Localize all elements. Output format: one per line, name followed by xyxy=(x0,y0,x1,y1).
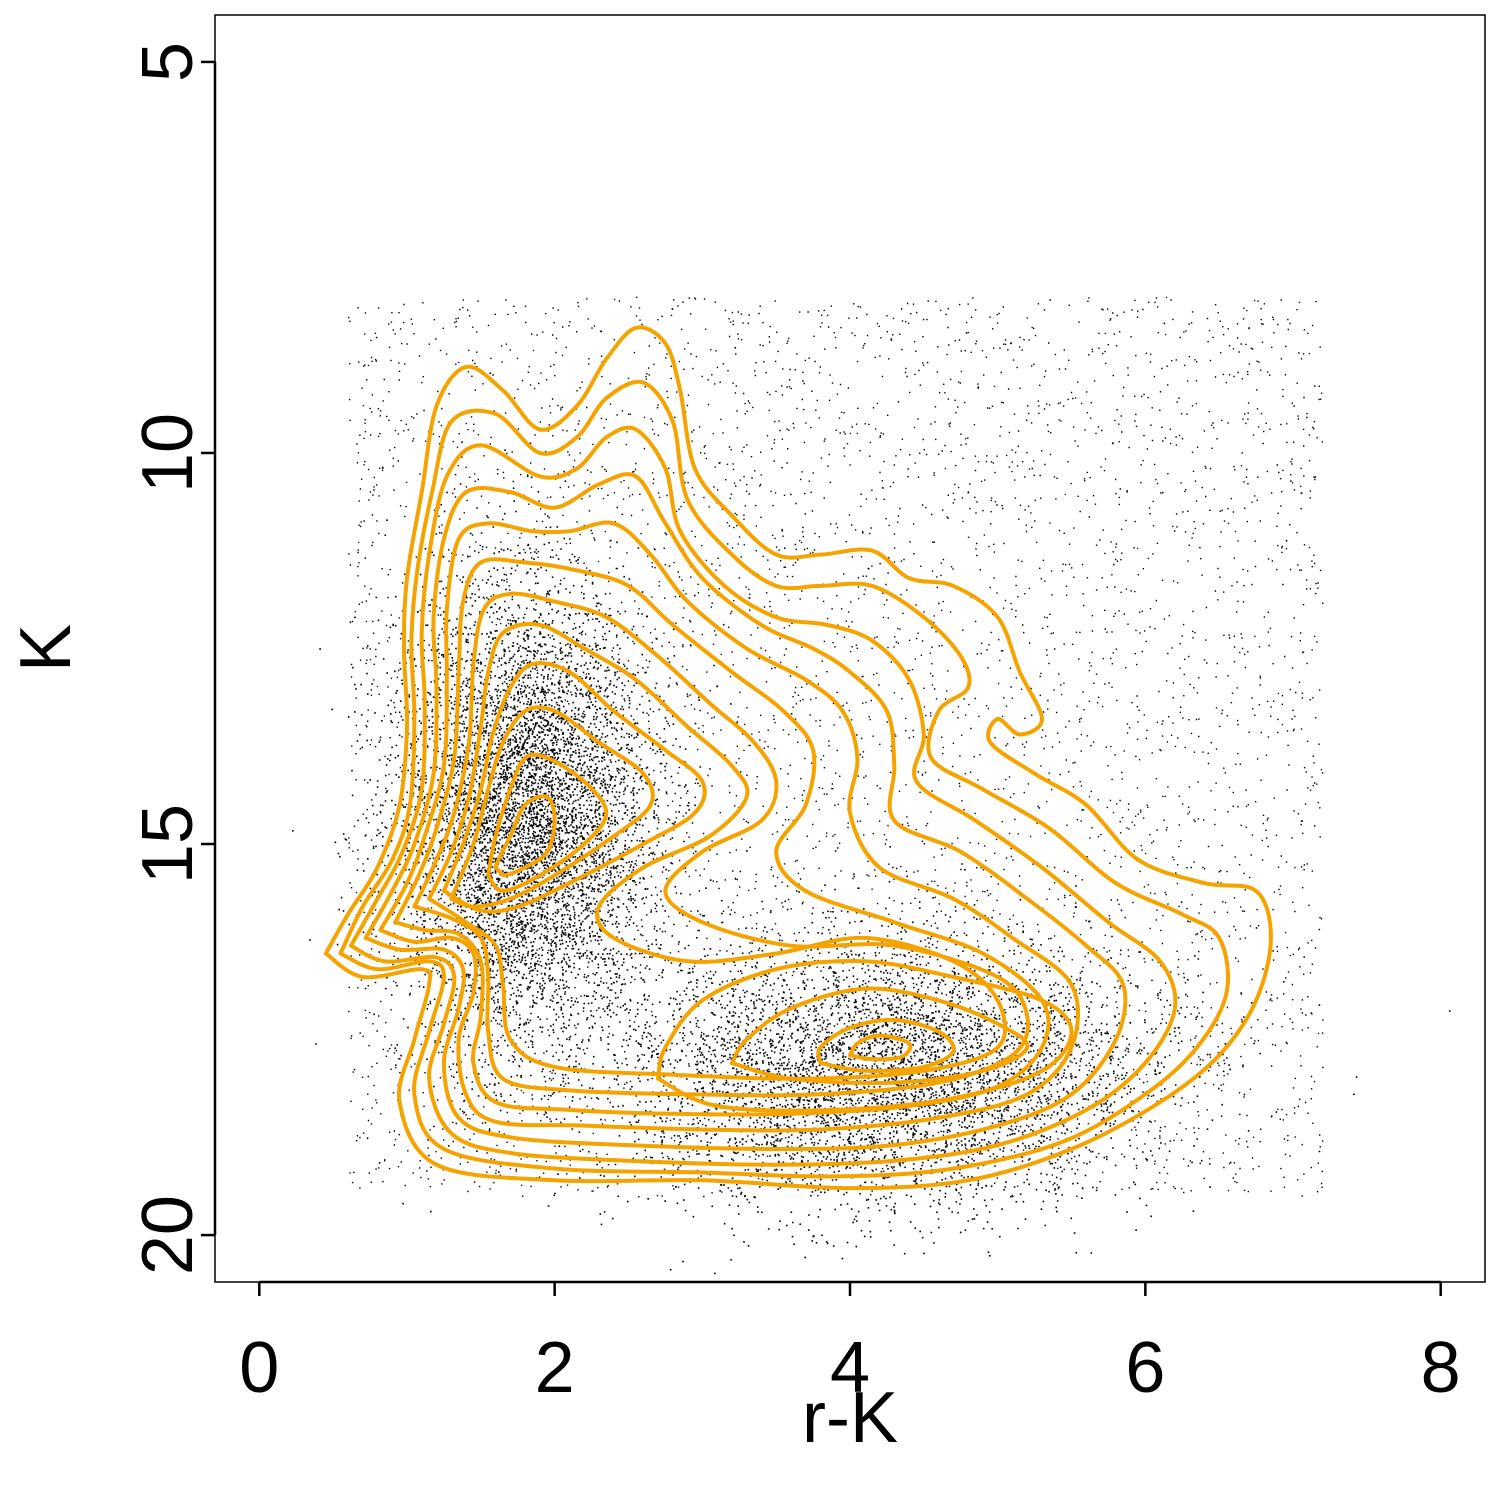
contour-line xyxy=(393,557,1051,1117)
y-tick-label: 5 xyxy=(128,42,208,82)
contour-line xyxy=(493,794,557,878)
y-tick-label: 15 xyxy=(128,804,208,884)
contour-line xyxy=(348,425,1178,1167)
x-tick-label: 0 xyxy=(239,1328,279,1408)
contour-line xyxy=(412,591,1031,1098)
contour-line xyxy=(848,1033,913,1062)
y-axis: 5 10 15 20 xyxy=(128,42,217,1275)
contour-line xyxy=(449,705,655,909)
scatter-points xyxy=(292,296,1451,1282)
contour-line xyxy=(378,520,1081,1133)
x-axis-title: r-K xyxy=(802,1378,898,1458)
x-tick-label: 4 xyxy=(830,1328,870,1408)
contour-line xyxy=(729,986,1030,1085)
x-axis: 0 2 4 6 8 xyxy=(239,1280,1461,1408)
scatter-point-cloud xyxy=(292,296,1451,1282)
y-tick-label: 20 xyxy=(128,1195,208,1275)
contour-line xyxy=(486,752,609,893)
contour-line xyxy=(441,661,707,914)
contour-line xyxy=(816,1017,956,1073)
contour-line xyxy=(363,472,1128,1151)
y-tick-label: 10 xyxy=(128,413,208,493)
density-contours xyxy=(323,325,1273,1191)
y-axis-title: K xyxy=(6,624,86,672)
contour-line xyxy=(656,958,1074,1113)
x-tick-label: 8 xyxy=(1421,1328,1461,1408)
contour-line xyxy=(323,325,1273,1191)
x-tick-label: 6 xyxy=(1125,1328,1165,1408)
x-tick-label: 2 xyxy=(535,1328,575,1408)
contour-line xyxy=(427,622,1008,1081)
contour-line xyxy=(338,379,1231,1179)
